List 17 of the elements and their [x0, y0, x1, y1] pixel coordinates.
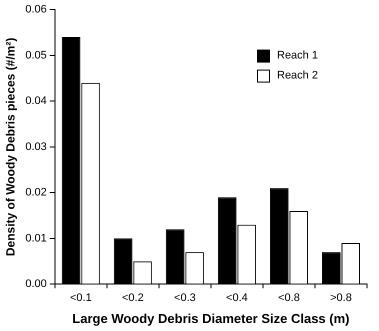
y-axis-title: Density of Woody Debris pieces (#/m²) — [4, 38, 18, 256]
x-axis-title: Large Woody Debris Diameter Size Class (m) — [72, 310, 350, 326]
y-tick-label: 0.01 — [25, 232, 47, 244]
x-tick-label: <0.1 — [70, 292, 92, 304]
x-tick-label: <0.4 — [226, 292, 248, 304]
x-tick-label: <0.8 — [278, 292, 300, 304]
y-tick-label: 0.05 — [25, 49, 47, 62]
y-tick-label: 0.06 — [25, 4, 47, 16]
legend-label: Reach 2 — [277, 70, 318, 82]
y-tick-label: 0.02 — [25, 186, 47, 199]
y-tick-label: 0.00 — [25, 278, 47, 290]
y-tick-label: 0.04 — [25, 95, 47, 108]
y-tick-label: 0.03 — [25, 140, 47, 153]
x-tick-label: >0.8 — [330, 292, 352, 304]
x-tick-label: <0.2 — [122, 292, 144, 304]
x-tick-label: <0.3 — [174, 292, 196, 304]
legend-label: Reach 1 — [277, 50, 318, 62]
